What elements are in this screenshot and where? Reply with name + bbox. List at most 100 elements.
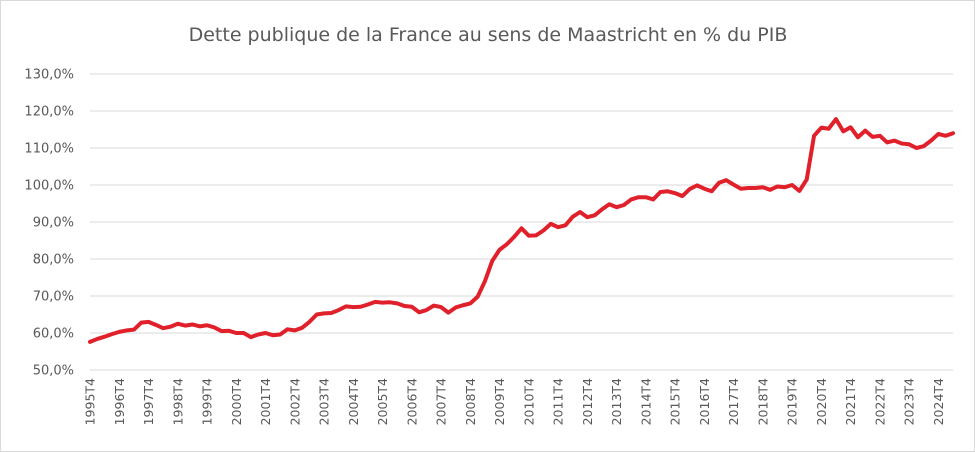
x-tick-label: 2007T4 [434,378,449,425]
data-point [549,222,553,226]
data-point [871,135,875,139]
data-point [351,305,355,309]
data-point [688,187,692,191]
data-point [278,332,282,336]
data-point [227,329,231,333]
x-tick-label: 2009T4 [492,378,507,425]
y-tick-label: 120,0% [24,105,74,120]
y-tick-label: 60,0% [33,327,74,342]
x-tick-label: 2014T4 [638,378,653,425]
gridlines [90,73,953,371]
data-point [541,229,545,233]
y-tick-label: 110,0% [24,142,74,157]
data-point [797,189,801,193]
data-point [249,335,253,339]
data-point [315,313,319,316]
data-point [395,301,399,305]
data-point [147,320,151,324]
series-layer [88,117,955,344]
data-point [424,308,428,312]
data-point [125,328,129,332]
data-point [629,197,633,201]
data-point [242,331,246,335]
data-point [819,126,823,130]
x-tick-label: 2005T4 [375,378,390,425]
x-tick-label: 2001T4 [258,378,273,425]
y-tick-label: 130,0% [24,68,74,83]
data-point [329,311,333,315]
data-point [805,177,809,181]
x-tick-label: 2018T4 [755,378,770,425]
data-point [388,300,392,304]
x-tick-label: 2024T4 [931,378,946,425]
data-point [695,183,699,187]
data-point [322,311,326,315]
data-point [212,325,216,329]
x-tick-label: 1995T4 [83,378,98,425]
data-point [607,202,611,206]
data-point [563,223,567,227]
data-point [812,134,816,138]
data-point [739,187,743,191]
data-point [139,321,143,325]
data-point [256,332,260,336]
data-point [673,191,677,195]
data-point [198,324,202,328]
x-tick-label: 2003T4 [317,378,332,425]
x-tick-label: 2021T4 [843,378,858,425]
data-point [936,132,940,136]
data-point [593,213,597,217]
data-point [300,326,304,330]
data-point [717,181,721,185]
data-point [476,295,480,299]
data-point [841,129,845,133]
x-tick-label: 2012T4 [580,378,595,425]
data-point [783,185,787,189]
data-point [907,142,911,146]
data-point [176,322,180,326]
data-point [264,331,268,335]
data-point [527,234,531,238]
y-tick-label: 80,0% [33,253,74,268]
x-tick-label: 1999T4 [200,378,215,425]
data-point [95,337,99,341]
data-point [666,189,670,193]
data-point [775,184,779,188]
data-point [417,310,421,314]
data-point [761,185,765,189]
x-tick-label: 2000T4 [229,378,244,425]
data-point [754,186,758,190]
data-point [827,127,831,131]
data-point [205,323,209,327]
data-point [585,215,589,219]
data-point [710,189,714,193]
data-point [307,320,311,324]
x-tick-label: 2017T4 [726,378,741,425]
data-point [117,330,121,334]
data-point [454,305,458,309]
data-point [337,308,341,312]
data-point [885,140,889,144]
data-point [234,331,238,335]
data-point [132,328,136,332]
data-point [615,205,619,209]
data-point [88,340,92,344]
data-point [914,146,918,150]
data-point [293,328,297,332]
data-point [929,139,933,143]
x-tick-label: 2008T4 [463,378,478,425]
x-tick-label: 2016T4 [697,378,712,425]
x-tick-label: 2011T4 [551,378,566,425]
x-tick-label: 2023T4 [902,378,917,425]
data-point [468,301,472,305]
data-point [863,129,867,133]
x-tick-label: 2015T4 [668,378,683,425]
data-point [359,305,363,309]
data-point [571,215,575,219]
data-point [878,134,882,138]
data-point [110,332,114,336]
chart-title: Dette publique de la France au sens de M… [189,24,788,46]
y-tick-label: 100,0% [24,179,74,194]
data-point [724,178,728,182]
